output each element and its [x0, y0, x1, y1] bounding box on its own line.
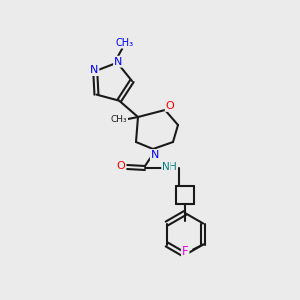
Text: F: F — [182, 245, 188, 258]
Text: N: N — [151, 150, 159, 160]
Text: N: N — [162, 162, 170, 172]
Text: N: N — [90, 65, 98, 75]
Text: O: O — [166, 101, 174, 111]
Text: H: H — [169, 162, 177, 172]
Text: CH₃: CH₃ — [115, 38, 133, 48]
Text: CH₃: CH₃ — [111, 115, 127, 124]
Text: N: N — [114, 57, 122, 67]
Text: O: O — [117, 161, 125, 171]
